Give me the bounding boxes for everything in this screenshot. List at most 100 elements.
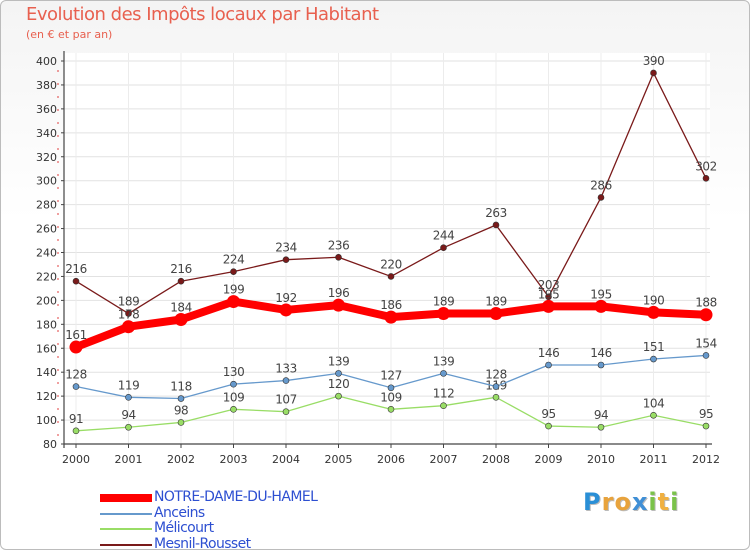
data-label-mesnil-rousset-2006: 220 <box>380 257 401 271</box>
legend-swatch-anceins <box>100 512 152 515</box>
y-tick-label-260: 260 <box>36 223 57 236</box>
x-tick-label-2010: 2010 <box>587 453 615 466</box>
data-label-notre-dame-du-hamel-2001: 178 <box>118 308 139 322</box>
data-label-anceins-2005: 139 <box>328 354 349 368</box>
data-label-notre-dame-du-hamel-2011: 190 <box>643 293 664 307</box>
legend-label-notre-dame-du-hamel: NOTRE-DAME-DU-HAMEL <box>154 489 318 505</box>
data-label-m-licourt-2004: 107 <box>275 393 296 407</box>
data-point-anceins-2009 <box>545 361 552 369</box>
data-label-anceins-2011: 151 <box>643 340 664 354</box>
legend-label-anceins: Anceins <box>154 504 205 521</box>
data-label-notre-dame-du-hamel-2008: 189 <box>485 295 506 309</box>
data-point-m-licourt-2003 <box>230 405 237 413</box>
data-point-mesnil-rousset-2000 <box>72 277 80 285</box>
y-tick-label-240: 240 <box>36 247 57 260</box>
logo-letter: t <box>657 488 671 516</box>
y-tick-label-280: 280 <box>36 199 57 212</box>
x-tick-label-2004: 2004 <box>272 453 300 466</box>
data-point-anceins-2008 <box>492 383 500 390</box>
data-label-anceins-2007: 139 <box>433 354 454 368</box>
y-tick-label-300: 300 <box>36 175 57 188</box>
data-label-mesnil-rousset-2000: 216 <box>65 262 86 276</box>
logo-letter: P <box>583 488 602 516</box>
data-point-mesnil-rousset-2002 <box>177 277 185 285</box>
legend-item-mesnil-rousset: Mesnil-Rousset <box>100 536 400 552</box>
data-label-anceins-2010: 146 <box>590 346 611 360</box>
legend-item-anceins: Anceins <box>100 504 400 521</box>
data-label-notre-dame-du-hamel-2004: 192 <box>275 291 296 305</box>
data-point-m-licourt-2005 <box>335 392 342 400</box>
legend-label-m-licourt: Mélicourt <box>154 520 214 536</box>
y-tick-label-120: 120 <box>36 390 57 403</box>
data-label-anceins-2002: 118 <box>170 380 191 394</box>
data-point-notre-dame-du-hamel-2000 <box>69 340 83 354</box>
data-point-mesnil-rousset-2007 <box>440 244 447 252</box>
data-point-anceins-2005 <box>335 370 342 377</box>
data-point-mesnil-rousset-2001 <box>125 310 132 317</box>
data-point-anceins-2012 <box>702 352 710 359</box>
y-tick-label-360: 360 <box>36 103 57 116</box>
data-point-m-licourt-2009 <box>545 422 552 430</box>
data-point-m-licourt-2012 <box>702 422 710 430</box>
data-label-anceins-2000: 128 <box>65 368 86 382</box>
data-point-notre-dame-du-hamel-2001 <box>122 320 135 334</box>
logo-letter: o <box>614 488 632 516</box>
data-label-m-licourt-2006: 109 <box>380 390 401 404</box>
data-label-m-licourt-2000: 91 <box>69 412 83 426</box>
data-point-anceins-2011 <box>650 355 657 363</box>
data-point-mesnil-rousset-2006 <box>387 273 395 280</box>
logo-letter: r <box>601 488 615 516</box>
data-point-mesnil-rousset-2003 <box>230 268 237 275</box>
data-label-m-licourt-2011: 104 <box>643 396 664 410</box>
data-point-mesnil-rousset-2009 <box>545 293 552 301</box>
data-point-m-licourt-2000 <box>72 427 80 435</box>
data-label-notre-dame-du-hamel-2000: 161 <box>65 328 86 342</box>
data-label-anceins-2008: 128 <box>485 368 506 382</box>
data-label-m-licourt-2001: 94 <box>121 408 135 422</box>
data-label-mesnil-rousset-2009: 203 <box>538 278 559 292</box>
legend-swatch-mesnil-rousset <box>100 543 152 546</box>
data-label-notre-dame-du-hamel-2012: 188 <box>695 296 716 310</box>
proxiti-logo: Proxiti <box>583 488 679 516</box>
data-label-anceins-2006: 127 <box>380 369 401 383</box>
data-point-m-licourt-2008 <box>492 394 500 401</box>
data-point-m-licourt-2002 <box>177 419 185 426</box>
data-label-mesnil-rousset-2003: 224 <box>223 253 244 267</box>
logo-letter: i <box>670 488 680 516</box>
data-label-mesnil-rousset-2001: 189 <box>118 295 139 309</box>
data-point-notre-dame-du-hamel-2002 <box>174 313 188 327</box>
data-point-m-licourt-2004 <box>282 408 290 415</box>
chart-title: Evolution des Impôts locaux par Habitant <box>26 4 379 25</box>
data-label-m-licourt-2012: 95 <box>699 407 713 421</box>
data-label-notre-dame-du-hamel-2009: 195 <box>538 287 559 301</box>
y-tick-label-380: 380 <box>36 79 57 92</box>
data-point-mesnil-rousset-2010 <box>597 194 605 201</box>
data-label-mesnil-rousset-2010: 286 <box>590 178 611 192</box>
x-tick-label-2008: 2008 <box>482 453 510 466</box>
data-label-notre-dame-du-hamel-2005: 196 <box>328 286 349 300</box>
data-point-m-licourt-2011 <box>650 411 657 419</box>
x-tick-label-2006: 2006 <box>377 453 405 466</box>
y-tick-label-400: 400 <box>36 55 57 68</box>
data-point-anceins-2006 <box>387 384 395 392</box>
data-point-anceins-2004 <box>282 377 290 384</box>
legend-item-notre-dame-du-hamel: NOTRE-DAME-DU-HAMEL <box>100 489 400 505</box>
data-point-notre-dame-du-hamel-2009 <box>542 299 555 313</box>
data-point-mesnil-rousset-2008 <box>492 221 500 229</box>
data-point-notre-dame-du-hamel-2010 <box>594 299 608 313</box>
x-tick-label-2011: 2011 <box>640 453 668 466</box>
data-label-m-licourt-2003: 109 <box>223 390 244 404</box>
data-point-m-licourt-2006 <box>387 405 395 413</box>
x-tick-label-2003: 2003 <box>220 453 248 466</box>
y-tick-label-140: 140 <box>36 366 57 379</box>
y-tick-label-180: 180 <box>36 318 57 331</box>
data-point-m-licourt-2007 <box>440 402 447 410</box>
data-label-notre-dame-du-hamel-2010: 195 <box>590 287 611 301</box>
data-point-mesnil-rousset-2012 <box>702 174 710 182</box>
data-point-notre-dame-du-hamel-2007 <box>437 307 450 321</box>
data-point-anceins-2002 <box>177 395 185 402</box>
data-label-notre-dame-du-hamel-2003: 199 <box>223 283 244 297</box>
x-tick-label-2002: 2002 <box>167 453 195 466</box>
logo-letter: i <box>648 488 658 516</box>
